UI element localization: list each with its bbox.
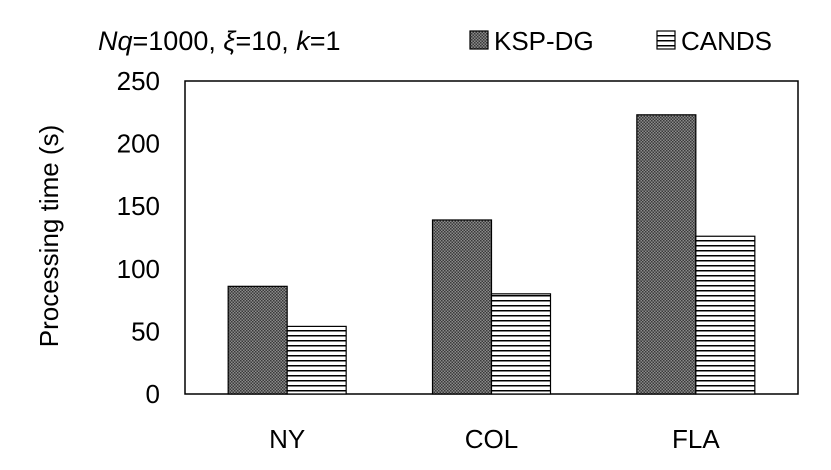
y-tick-label: 50 [131,316,160,346]
legend: KSP-DG CANDS [469,26,772,56]
chart-title: Nq=1000, ξ=10, k=1 [98,26,341,56]
y-tick-label: 200 [117,129,160,159]
y-tick-label: 100 [117,254,160,284]
bar-cands-fla [695,235,756,395]
bar-cands-col [490,293,552,395]
bars [227,114,756,395]
legend-label-cands: CANDS [681,26,772,56]
x-tick-label: FLA [672,424,720,454]
bar-ksp-dg-fla [636,114,697,395]
y-axis-label: Processing time (s) [34,125,64,348]
legend-swatch-ksp-dg [469,30,489,50]
legend-label-ksp-dg: KSP-DG [494,26,594,56]
y-tick-label: 0 [146,379,160,409]
bar-ksp-dg-ny [227,285,288,395]
bar-ksp-dg-col [431,219,493,395]
legend-swatch-cands [656,30,676,50]
x-axis-ticks: NY COL FLA [269,424,720,454]
x-tick-label: NY [269,424,305,454]
y-tick-label: 150 [117,191,160,221]
y-axis-ticks: 0 50 100 150 200 250 [117,66,160,409]
y-tick-label: 250 [117,66,160,96]
x-tick-label: COL [465,424,518,454]
bar-cands-ny [286,325,347,395]
